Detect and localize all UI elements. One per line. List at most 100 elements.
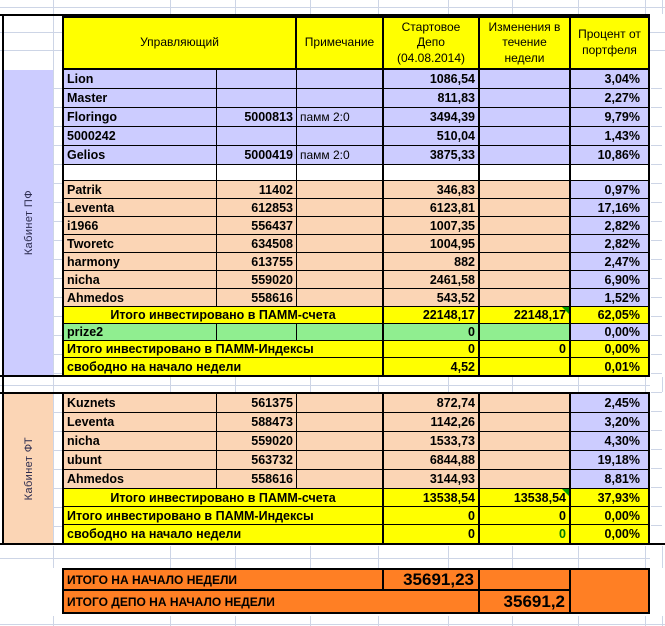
manager-name-cell[interactable]: ubunt — [64, 451, 217, 469]
free-funds-percent[interactable]: 0,00% — [571, 525, 648, 543]
changes-cell[interactable] — [480, 235, 571, 252]
changes-cell[interactable] — [480, 324, 571, 340]
percent-cell[interactable]: 2,82% — [571, 217, 648, 234]
manager-name-cell[interactable]: Tworetc — [64, 235, 217, 252]
totals-index-label[interactable]: Итого инвестировано в ПАММ-Индексы — [64, 507, 384, 524]
manager-id-cell[interactable] — [217, 89, 297, 107]
free-funds-depo[interactable]: 4,52 — [384, 358, 480, 375]
percent-cell[interactable]: 2,27% — [571, 89, 648, 107]
empty-cell[interactable] — [571, 570, 648, 591]
empty-cell[interactable] — [384, 165, 480, 180]
empty-cell[interactable] — [297, 165, 384, 180]
manager-id-cell[interactable]: 558616 — [217, 289, 297, 306]
note-cell[interactable] — [297, 89, 384, 107]
percent-cell[interactable]: 2,82% — [571, 235, 648, 252]
manager-name-cell[interactable]: nicha — [64, 432, 217, 450]
empty-cell[interactable] — [217, 165, 297, 180]
changes-cell[interactable] — [480, 451, 571, 469]
percent-cell[interactable]: 6,90% — [571, 271, 648, 288]
manager-id-cell[interactable]: 588473 — [217, 413, 297, 431]
manager-id-cell[interactable]: 559020 — [217, 271, 297, 288]
note-cell[interactable] — [297, 235, 384, 252]
depo-cell[interactable]: 543,52 — [384, 289, 480, 306]
manager-id-cell[interactable]: 612853 — [217, 199, 297, 216]
depo-cell[interactable]: 811,83 — [384, 89, 480, 107]
changes-cell[interactable] — [480, 146, 571, 164]
depo-cell[interactable]: 3875,33 — [384, 146, 480, 164]
note-cell[interactable] — [297, 451, 384, 469]
depo-cell[interactable]: 1007,35 — [384, 217, 480, 234]
percent-cell[interactable]: 17,16% — [571, 199, 648, 216]
changes-cell[interactable] — [480, 217, 571, 234]
note-cell[interactable] — [297, 432, 384, 450]
note-cell[interactable] — [297, 217, 384, 234]
totals-pamm-depo[interactable]: 22148,17 — [384, 307, 480, 323]
totals-pamm-percent[interactable]: 37,93% — [571, 489, 648, 506]
manager-id-cell[interactable]: 558616 — [217, 470, 297, 488]
manager-name-cell[interactable]: prize2 — [64, 324, 217, 340]
changes-cell[interactable] — [480, 271, 571, 288]
manager-id-cell[interactable]: 556437 — [217, 217, 297, 234]
totals-index-label[interactable]: Итого инвестировано в ПАММ-Индексы — [64, 341, 384, 357]
note-cell[interactable] — [297, 394, 384, 412]
totals-pamm-changes[interactable]: 13538,54 — [480, 489, 571, 506]
percent-cell[interactable]: 3,04% — [571, 70, 648, 88]
totals-pamm-depo[interactable]: 13538,54 — [384, 489, 480, 506]
percent-cell[interactable]: 1,43% — [571, 127, 648, 145]
changes-cell[interactable] — [480, 70, 571, 88]
free-funds-depo[interactable]: 0 — [384, 525, 480, 543]
depo-cell[interactable]: 1142,26 — [384, 413, 480, 431]
percent-cell[interactable]: 19,18% — [571, 451, 648, 469]
header-start-depo[interactable]: Стартовое Депо (04.08.2014) — [384, 18, 480, 68]
manager-name-cell[interactable]: Lion — [64, 70, 217, 88]
manager-id-cell[interactable]: 634508 — [217, 235, 297, 252]
free-funds-percent[interactable]: 0,01% — [571, 358, 648, 375]
empty-cell[interactable] — [480, 165, 571, 180]
percent-cell[interactable]: 4,30% — [571, 432, 648, 450]
grand-total-depo-value[interactable]: 35691,2 — [480, 591, 571, 612]
empty-cell[interactable] — [571, 591, 648, 612]
changes-cell[interactable] — [480, 289, 571, 306]
changes-cell[interactable] — [480, 181, 571, 198]
totals-index-changes[interactable]: 0 — [480, 341, 571, 357]
depo-cell[interactable]: 1004,95 — [384, 235, 480, 252]
note-cell[interactable]: памм 2:0 — [297, 146, 384, 164]
percent-cell[interactable]: 3,20% — [571, 413, 648, 431]
depo-cell[interactable]: 3144,93 — [384, 470, 480, 488]
note-cell[interactable] — [297, 413, 384, 431]
changes-cell[interactable] — [480, 108, 571, 126]
manager-name-cell[interactable]: Gelios — [64, 146, 217, 164]
manager-name-cell[interactable]: i1966 — [64, 217, 217, 234]
totals-pamm-percent[interactable]: 62,05% — [571, 307, 648, 323]
manager-name-cell[interactable]: harmony — [64, 253, 217, 270]
grand-total-value[interactable]: 35691,23 — [384, 570, 480, 591]
manager-name-cell[interactable]: Patrik — [64, 181, 217, 198]
changes-cell[interactable] — [480, 127, 571, 145]
grand-total-depo-label[interactable]: ИТОГО ДЕПО НА НАЧАЛО НЕДЕЛИ — [64, 591, 480, 612]
manager-id-cell[interactable] — [217, 127, 297, 145]
percent-cell[interactable]: 1,52% — [571, 289, 648, 306]
header-portfolio-percent[interactable]: Процент от портфеля — [571, 18, 648, 68]
grand-total-label[interactable]: ИТОГО НА НАЧАЛО НЕДЕЛИ — [64, 570, 384, 591]
free-funds-changes[interactable]: 0 — [480, 525, 571, 543]
totals-index-depo[interactable]: 0 — [384, 341, 480, 357]
depo-cell[interactable]: 1086,54 — [384, 70, 480, 88]
percent-cell[interactable]: 9,79% — [571, 108, 648, 126]
totals-pamm-label[interactable]: Итого инвестировано в ПАММ-счета — [64, 307, 384, 323]
depo-cell[interactable]: 1533,73 — [384, 432, 480, 450]
percent-cell[interactable]: 8,81% — [571, 470, 648, 488]
totals-index-percent[interactable]: 0,00% — [571, 341, 648, 357]
manager-id-cell[interactable] — [217, 324, 297, 340]
percent-cell[interactable]: 2,47% — [571, 253, 648, 270]
percent-cell[interactable]: 0,00% — [571, 324, 648, 340]
note-cell[interactable] — [297, 70, 384, 88]
manager-id-cell[interactable]: 559020 — [217, 432, 297, 450]
depo-cell[interactable]: 6844,88 — [384, 451, 480, 469]
manager-name-cell[interactable]: Kuznets — [64, 394, 217, 412]
header-manager[interactable]: Управляющий — [64, 18, 297, 68]
manager-name-cell[interactable]: nicha — [64, 271, 217, 288]
note-cell[interactable] — [297, 324, 384, 340]
note-cell[interactable]: памм 2:0 — [297, 108, 384, 126]
manager-id-cell[interactable]: 561375 — [217, 394, 297, 412]
depo-cell[interactable]: 6123,81 — [384, 199, 480, 216]
